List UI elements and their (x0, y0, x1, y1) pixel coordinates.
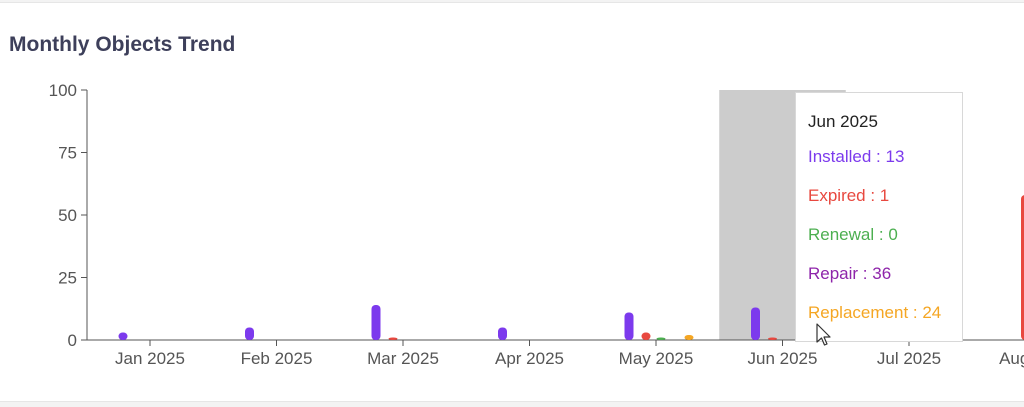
bar-installed-may-2025[interactable] (624, 312, 634, 341)
x-tick-label: Feb 2025 (241, 349, 313, 368)
bar-installed-feb-2025[interactable] (245, 327, 254, 341)
bar-installed-jan-2025[interactable] (118, 332, 128, 341)
tooltip-row-expired: Expired : 1 (808, 186, 890, 205)
tooltip-row-installed: Installed : 13 (808, 147, 905, 166)
tooltip-row-renewal: Renewal : 0 (808, 225, 898, 244)
y-tick-label: 100 (49, 81, 77, 100)
bar-expired-jun-2025[interactable] (768, 337, 777, 341)
bar-installed-apr-2025[interactable] (498, 327, 507, 341)
y-tick-label: 75 (58, 144, 77, 163)
x-tick-label: Aug 2025 (999, 349, 1024, 368)
x-tick-label: Mar 2025 (367, 349, 439, 368)
chart-title: Monthly Objects Trend (9, 33, 236, 56)
bar-expired-aug-2025[interactable] (1021, 195, 1024, 340)
x-tick-label: Jan 2025 (115, 349, 185, 368)
tooltip-title: Jun 2025 (808, 112, 878, 131)
y-tick-label: 25 (58, 269, 77, 288)
bar-renewal-may-2025[interactable] (656, 337, 666, 341)
y-tick-label: 50 (58, 206, 77, 225)
x-tick-label: Apr 2025 (495, 349, 564, 368)
mouse-pointer-icon (816, 323, 831, 346)
tooltip-row-replacement: Replacement : 24 (808, 303, 942, 322)
bar-expired-mar-2025[interactable] (388, 337, 398, 341)
x-tick-label: Jul 2025 (877, 349, 941, 368)
bar-installed-jun-2025[interactable] (751, 307, 760, 341)
y-tick-label: 0 (68, 331, 77, 350)
bar-expired-may-2025[interactable] (641, 332, 651, 341)
y-axis-ticks: 0 25 50 75 100 (49, 81, 87, 350)
x-axis-ticks: Jan 2025 Feb 2025 Mar 2025 Apr 2025 May 2025… (115, 340, 1024, 368)
tooltip-row-repair: Repair : 36 (808, 264, 892, 283)
bar-replacement-may-2025[interactable] (684, 335, 694, 340)
x-tick-label: May 2025 (619, 349, 694, 368)
chart-tooltip: Jun 2025 Installed : 13 Expired : 1 Rene… (795, 92, 963, 342)
x-tick-label: Jun 2025 (748, 349, 818, 368)
bar-installed-mar-2025[interactable] (371, 305, 381, 340)
